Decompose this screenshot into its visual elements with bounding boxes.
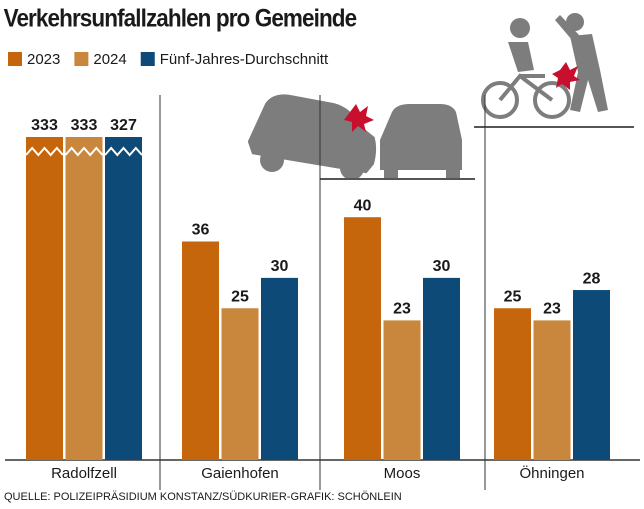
legend-label: 2023 bbox=[27, 51, 60, 68]
axis-break bbox=[25, 146, 64, 157]
x-tick-label: Moos bbox=[384, 465, 421, 482]
value-label: 327 bbox=[110, 117, 137, 134]
value-label: 25 bbox=[504, 288, 522, 305]
x-tick-label: Radolfzell bbox=[51, 465, 117, 482]
bar bbox=[65, 137, 103, 460]
value-label: 23 bbox=[543, 301, 561, 318]
bar bbox=[494, 308, 531, 460]
legend-swatch bbox=[8, 52, 22, 66]
value-label: 333 bbox=[31, 117, 58, 134]
cyclist-icon bbox=[474, 13, 634, 128]
legend-swatch bbox=[140, 52, 155, 66]
bar bbox=[383, 320, 421, 460]
bar bbox=[221, 308, 259, 460]
value-label: 25 bbox=[231, 288, 249, 305]
value-label: 40 bbox=[354, 197, 372, 214]
bar bbox=[344, 217, 381, 460]
value-label: 28 bbox=[583, 270, 601, 287]
value-label: 30 bbox=[271, 258, 289, 275]
axis-break bbox=[64, 146, 104, 157]
axis-break bbox=[104, 146, 143, 157]
x-tick-label: Öhningen bbox=[519, 464, 584, 482]
bar bbox=[533, 320, 571, 460]
value-label: 23 bbox=[393, 301, 411, 318]
car-crash-icon bbox=[247, 94, 475, 180]
bar bbox=[182, 241, 219, 460]
bar bbox=[423, 277, 460, 460]
legend-label: Fünf-Jahres-Durchschnitt bbox=[160, 51, 329, 68]
value-label: 36 bbox=[192, 222, 210, 239]
value-label: 30 bbox=[433, 258, 451, 275]
source-note: QUELLE: POLIZEIPRÄSIDIUM KONSTANZ/SÜDKUR… bbox=[4, 491, 402, 503]
chart-title: Verkehrsunfallzahlen pro Gemeinde bbox=[4, 5, 357, 33]
legend-swatch bbox=[74, 52, 89, 66]
x-tick-label: Gaienhofen bbox=[201, 465, 279, 482]
legend-label: 2024 bbox=[93, 51, 126, 68]
value-label: 333 bbox=[71, 117, 98, 134]
bar bbox=[26, 137, 63, 460]
bar bbox=[261, 277, 298, 460]
bar bbox=[573, 290, 610, 460]
bar bbox=[105, 137, 142, 460]
